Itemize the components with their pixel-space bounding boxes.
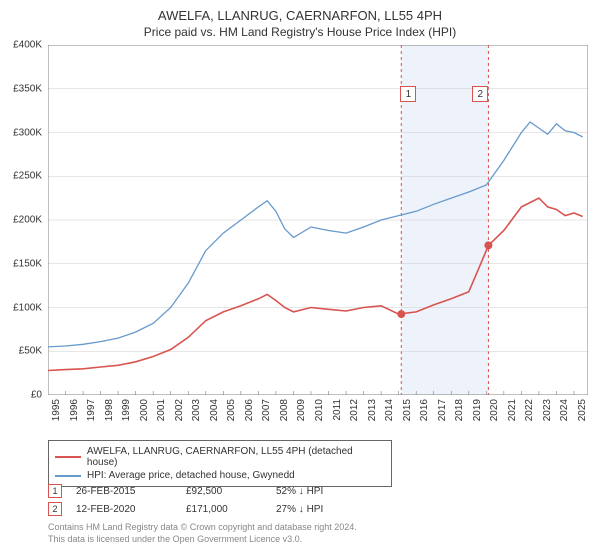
x-tick-label: 2003 <box>191 399 202 421</box>
event-row: 1 26-FEB-2015£92,50052% ↓ HPI <box>48 482 386 500</box>
x-tick-label: 2020 <box>489 399 500 421</box>
chart-title: AWELFA, LLANRUG, CAERNARFON, LL55 4PH <box>0 0 600 23</box>
x-tick-label: 2001 <box>156 399 167 421</box>
x-tick-label: 2025 <box>577 399 588 421</box>
x-tick-label: 2000 <box>139 399 150 421</box>
callout-marker: 1 <box>400 86 416 102</box>
chart-svg <box>48 45 588 395</box>
x-tick-label: 2021 <box>507 399 518 421</box>
y-tick-label: £0 <box>31 390 42 401</box>
x-tick-label: 2024 <box>559 399 570 421</box>
legend-row: HPI: Average price, detached house, Gwyn… <box>55 469 385 482</box>
x-tick-label: 2022 <box>524 399 535 421</box>
x-tick-label: 2015 <box>402 399 413 421</box>
y-tick-label: £200K <box>13 215 42 226</box>
y-tick-label: £400K <box>13 40 42 51</box>
x-tick-label: 2009 <box>296 399 307 421</box>
x-tick-label: 2018 <box>454 399 465 421</box>
x-tick-label: 2006 <box>244 399 255 421</box>
footer-line-2: This data is licensed under the Open Gov… <box>48 534 357 546</box>
y-tick-label: £300K <box>13 127 42 138</box>
x-tick-label: 2008 <box>279 399 290 421</box>
x-tick-label: 2011 <box>332 399 343 421</box>
legend: AWELFA, LLANRUG, CAERNARFON, LL55 4PH (d… <box>48 440 392 487</box>
x-tick-label: 1998 <box>104 399 115 421</box>
event-row: 2 12-FEB-2020£171,00027% ↓ HPI <box>48 500 386 518</box>
event-pct: 52% ↓ HPI <box>276 486 386 497</box>
x-tick-label: 2004 <box>209 399 220 421</box>
x-tick-label: 2012 <box>349 399 360 421</box>
x-tick-label: 2002 <box>174 399 185 421</box>
callout-marker: 2 <box>472 86 488 102</box>
x-tick-label: 1995 <box>51 399 62 421</box>
x-tick-label: 2017 <box>437 399 448 421</box>
y-tick-label: £350K <box>13 83 42 94</box>
legend-label: HPI: Average price, detached house, Gwyn… <box>87 470 295 481</box>
x-tick-label: 2023 <box>542 399 553 421</box>
x-tick-label: 2014 <box>384 399 395 421</box>
footer-line-1: Contains HM Land Registry data © Crown c… <box>48 522 357 534</box>
legend-row: AWELFA, LLANRUG, CAERNARFON, LL55 4PH (d… <box>55 445 385 469</box>
y-tick-label: £100K <box>13 302 42 313</box>
x-tick-label: 1997 <box>86 399 97 421</box>
legend-swatch <box>55 475 81 477</box>
x-tick-label: 2016 <box>419 399 430 421</box>
event-price: £92,500 <box>186 486 276 497</box>
legend-label: AWELFA, LLANRUG, CAERNARFON, LL55 4PH (d… <box>87 446 385 468</box>
chart-subtitle: Price paid vs. HM Land Registry's House … <box>0 23 600 45</box>
y-tick-label: £50K <box>19 346 42 357</box>
event-pct: 27% ↓ HPI <box>276 504 386 515</box>
event-marker: 2 <box>48 502 62 516</box>
event-marker: 1 <box>48 484 62 498</box>
x-tick-label: 2013 <box>367 399 378 421</box>
x-tick-label: 2007 <box>261 399 272 421</box>
x-tick-label: 2019 <box>472 399 483 421</box>
event-price: £171,000 <box>186 504 276 515</box>
events-table: 1 26-FEB-2015£92,50052% ↓ HPI 2 12-FEB-2020… <box>48 482 386 518</box>
y-tick-label: £250K <box>13 171 42 182</box>
chart-container: AWELFA, LLANRUG, CAERNARFON, LL55 4PH Pr… <box>0 0 600 560</box>
x-tick-label: 1996 <box>69 399 80 421</box>
chart-area: £0£50K£100K£150K£200K£250K£300K£350K£400… <box>48 45 588 395</box>
legend-swatch <box>55 456 81 458</box>
x-tick-label: 1999 <box>121 399 132 421</box>
y-tick-label: £150K <box>13 258 42 269</box>
event-date: 12-FEB-2020 <box>76 504 186 515</box>
x-tick-label: 2005 <box>226 399 237 421</box>
event-date: 26-FEB-2015 <box>76 486 186 497</box>
x-tick-label: 2010 <box>314 399 325 421</box>
footer: Contains HM Land Registry data © Crown c… <box>48 522 357 545</box>
